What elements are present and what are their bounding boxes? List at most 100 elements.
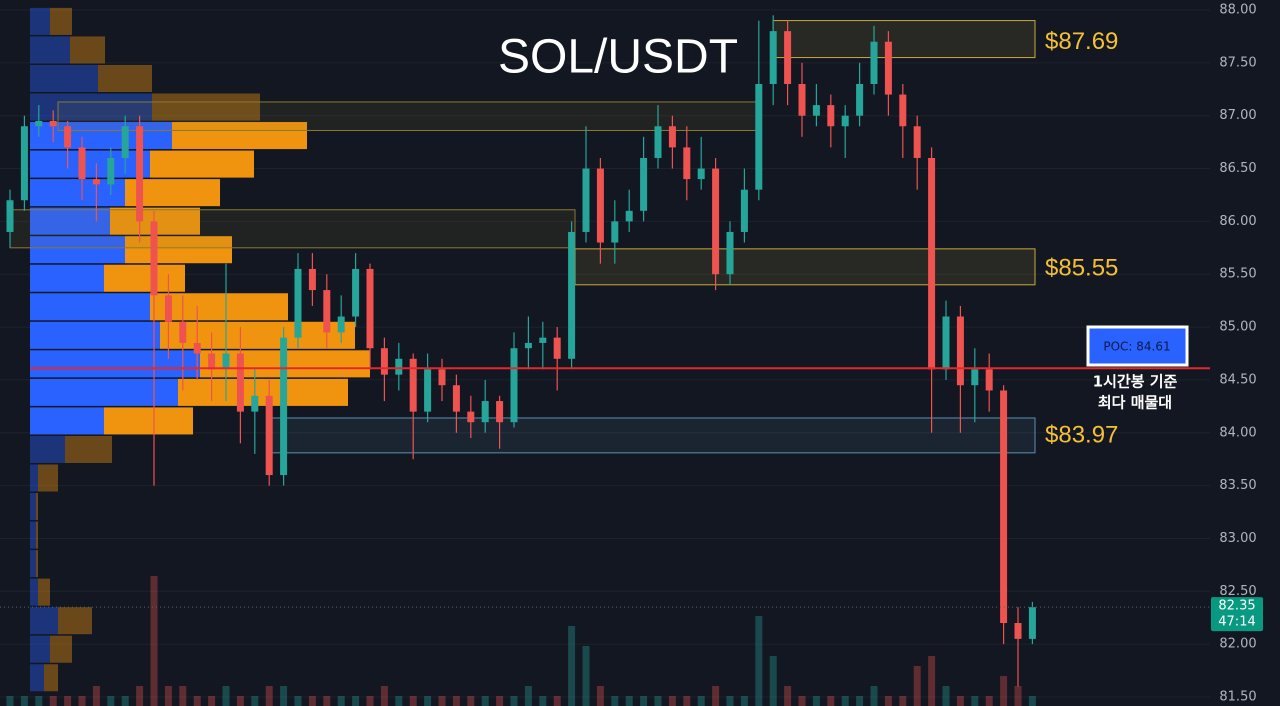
profile-sell [152,93,260,121]
candle-body [683,147,691,180]
last-price-label: 82.35 [1218,599,1255,614]
volume-bar [1014,686,1022,706]
volume-bar [179,686,187,706]
candle-body [568,231,576,359]
profile-buy [30,321,160,349]
volume-bar [539,696,547,706]
candle-body [596,168,604,243]
profile-sell [36,493,38,521]
profile-buy [30,493,36,521]
candle-body [208,353,216,370]
candle-body [784,31,792,84]
profile-buy [30,635,50,663]
volume-bar [395,696,403,706]
poc-note: 1시간봉 기준 [1093,373,1178,391]
volume-bar [424,696,432,706]
candle-body [452,385,460,412]
poc-note: 최다 매물대 [1098,394,1172,412]
volume-bar [553,696,561,706]
candle-body [1028,607,1036,639]
candle-body [553,337,561,359]
volume-bar [78,696,86,706]
candle-body [222,353,230,370]
candle-body [20,126,28,201]
volume-bar [251,696,259,706]
price-zone [772,20,1036,59]
volume-bar [265,686,273,706]
profile-buy [30,264,104,292]
profile-sell [104,264,185,292]
candle-body [193,342,201,354]
candle-body [726,231,734,275]
volume-bar [942,686,950,706]
candle-body [899,94,907,127]
volume-bar [308,696,316,706]
volume-bar [827,696,835,706]
y-tick-label: 87.00 [1219,108,1256,123]
profile-buy [30,293,150,321]
candle-body [6,200,14,232]
candle-body [625,210,633,222]
y-tick-label: 87.50 [1219,55,1256,70]
profile-buy [30,578,38,606]
candle-body [92,179,100,185]
y-tick-label: 85.50 [1219,267,1256,282]
volume-bar [928,656,936,706]
profile-buy [30,236,125,264]
volume-bar [6,696,14,706]
profile-buy [30,664,44,692]
y-tick-label: 85.00 [1219,320,1256,335]
candle-body [524,342,532,349]
y-tick-label: 86.50 [1219,161,1256,176]
profile-sell [38,464,58,492]
volume-bar [841,696,849,706]
volume-bar [294,696,302,706]
profile-buy [30,150,150,178]
volume-bar [467,696,475,706]
volume-bar [452,696,460,706]
volume-bar [222,686,230,706]
volume-bar [1000,676,1008,706]
candle-body [121,126,129,158]
volume-bar [812,696,820,706]
profile-buy [30,93,152,121]
volume-bar [971,696,979,706]
profile-sell [65,435,112,463]
candle-body [136,126,144,222]
profile-buy [30,350,200,378]
candle-body [107,157,115,185]
candle-body [49,120,57,127]
profile-sell [160,321,355,349]
candle-body [1014,623,1022,639]
zone-label: $85.55 [1045,254,1118,281]
candle-body [323,290,331,333]
candle-body [640,157,648,211]
profile-buy [30,64,98,92]
volume-bar [496,696,504,706]
price-zone [574,248,1036,286]
volume-bar [956,696,964,706]
candle-body [856,83,864,116]
candle-body [740,189,748,232]
zone-label: $83.97 [1045,421,1118,448]
profile-sell [125,236,232,264]
y-tick-label: 83.50 [1219,478,1256,493]
y-tick-label: 82.50 [1219,584,1256,599]
y-tick-label: 84.00 [1219,425,1256,440]
candle-body [985,369,993,391]
volume-bar [625,696,633,706]
last-price-box [1211,597,1263,632]
volume-bar [568,626,576,706]
candle-body [827,105,835,127]
profile-sell [104,407,193,435]
volume-bar [510,696,518,706]
profile-sell [58,607,92,635]
candle-body [510,348,518,423]
profile-buy [30,464,38,492]
volume-bar [280,686,288,706]
volume-bar [164,686,172,706]
volume-bar [20,696,28,706]
candle-body [798,83,806,116]
volume-bar [150,576,158,706]
